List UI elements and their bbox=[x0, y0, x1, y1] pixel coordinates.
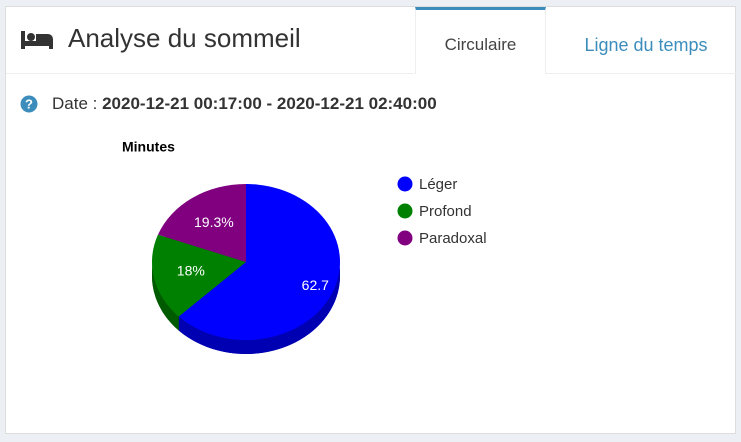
bed-icon bbox=[21, 31, 53, 49]
value-label: 62.7 bbox=[302, 277, 329, 293]
legend-label: Paradoxal bbox=[419, 230, 487, 247]
pie-slice bbox=[157, 184, 246, 262]
value-label: 18% bbox=[177, 262, 205, 278]
header-title: Analyse du sommeil bbox=[68, 23, 301, 53]
card: Analyse du sommeil Circulaire Ligne du t… bbox=[5, 6, 736, 434]
pie-slice bbox=[178, 184, 340, 340]
chart-title: Minutes bbox=[122, 139, 175, 155]
date-range: 2020-12-21 00:17:00 - 2020-12-21 02:40:0… bbox=[102, 94, 437, 113]
legend-swatch bbox=[397, 203, 413, 219]
header-border bbox=[546, 73, 736, 74]
legend-swatch bbox=[397, 230, 413, 246]
pie-slice-side bbox=[152, 262, 179, 331]
pie-slice bbox=[151, 234, 246, 317]
date-label: Date : bbox=[52, 94, 98, 113]
date-line: Date : 2020-12-21 00:17:00 - 2020-12-21 … bbox=[52, 94, 437, 114]
tab[interactable]: Ligne du temps bbox=[584, 35, 708, 55]
value-label: 19.3% bbox=[194, 214, 234, 230]
tab-active[interactable]: Circulaire bbox=[415, 7, 546, 74]
legend-label: Profond bbox=[419, 203, 472, 220]
legend-swatch bbox=[397, 176, 413, 192]
help-icon[interactable]: ? bbox=[20, 95, 38, 113]
legend-label: Léger bbox=[419, 176, 457, 193]
pie-slice-side bbox=[178, 262, 340, 354]
header-border bbox=[6, 73, 414, 74]
svg-text:?: ? bbox=[25, 96, 33, 111]
